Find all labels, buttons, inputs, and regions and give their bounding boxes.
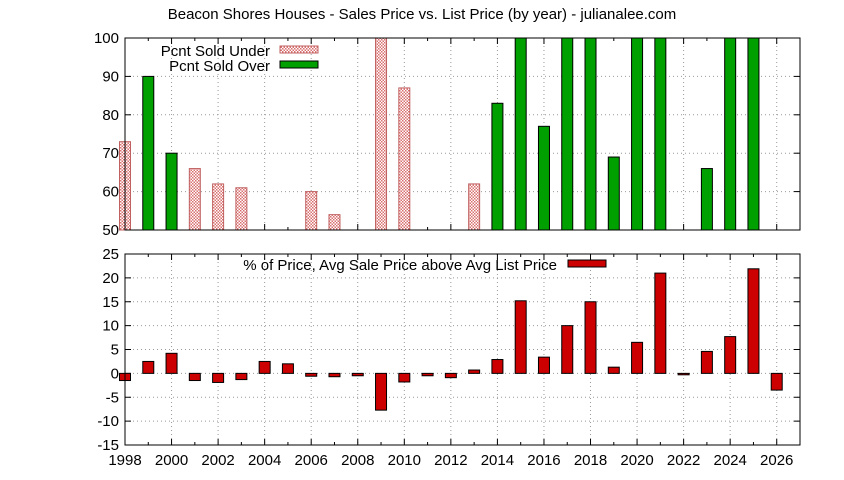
y-tick-label: 10 bbox=[102, 318, 119, 335]
sold-under-bar bbox=[398, 87, 411, 231]
avg-sale-above-list-bar bbox=[468, 369, 481, 374]
y-tick-label: -15 bbox=[97, 437, 119, 454]
sold-over-bar bbox=[631, 37, 644, 231]
sold-over-bar bbox=[654, 37, 667, 231]
avg-sale-above-list-bar bbox=[142, 360, 155, 374]
sold-under-bar bbox=[188, 168, 201, 231]
sold-under-bar bbox=[375, 37, 388, 231]
avg-sale-above-list-bar bbox=[421, 372, 434, 377]
x-tick-label: 2022 bbox=[667, 452, 700, 469]
sold-over-bar bbox=[491, 102, 504, 231]
x-tick-label: 2026 bbox=[760, 452, 793, 469]
legend-label: Pcnt Sold Under bbox=[161, 43, 270, 60]
y-tick-label: 0 bbox=[111, 365, 119, 382]
legend-swatch bbox=[567, 259, 607, 268]
x-tick-label: 2014 bbox=[481, 452, 514, 469]
avg-sale-above-list-bar bbox=[514, 300, 527, 374]
sold-over-bar bbox=[584, 37, 597, 231]
y-tick-label: 50 bbox=[102, 222, 119, 239]
y-tick-label: 80 bbox=[102, 107, 119, 124]
x-tick-label: 2024 bbox=[713, 452, 746, 469]
sold-over-bar bbox=[724, 37, 737, 231]
sold-over-bar bbox=[142, 75, 155, 231]
sold-over-bar bbox=[537, 125, 550, 231]
avg-sale-above-list-bar bbox=[258, 360, 271, 374]
legend-label: % of Price, Avg Sale Price above Avg Lis… bbox=[243, 257, 557, 274]
avg-sale-above-list-bar bbox=[654, 272, 667, 374]
avg-sale-above-list-bar bbox=[305, 372, 318, 377]
sold-over-bar bbox=[747, 37, 760, 231]
sold-over-bar bbox=[514, 37, 527, 231]
avg-sale-above-list-bar bbox=[607, 366, 620, 374]
y-tick-label: -5 bbox=[106, 389, 119, 406]
x-tick-label: 2016 bbox=[527, 452, 560, 469]
x-tick-label: 1998 bbox=[108, 452, 141, 469]
plot-frame bbox=[124, 37, 801, 231]
avg-sale-above-list-bar bbox=[188, 372, 201, 382]
avg-sale-above-list-bar bbox=[631, 341, 644, 374]
y-tick-label: 90 bbox=[102, 68, 119, 85]
sold-over-bar bbox=[700, 168, 713, 231]
avg-sale-above-list-bar bbox=[375, 372, 388, 411]
x-tick-label: 2008 bbox=[341, 452, 374, 469]
sold-under-bar bbox=[235, 187, 248, 231]
legend-label: Pcnt Sold Over bbox=[169, 58, 270, 75]
sold-over-bar bbox=[165, 152, 178, 231]
x-tick-label: 2004 bbox=[248, 452, 281, 469]
x-tick-label: 2006 bbox=[295, 452, 328, 469]
sold-under-bar bbox=[468, 183, 481, 231]
x-tick-label: 2002 bbox=[201, 452, 234, 469]
avg-sale-above-list-bar bbox=[770, 372, 783, 391]
sold-under-bar bbox=[212, 183, 225, 231]
x-tick-label: 2018 bbox=[574, 452, 607, 469]
avg-sale-above-list-bar bbox=[584, 301, 597, 374]
y-tick-label: 70 bbox=[102, 145, 119, 162]
y-tick-label: 20 bbox=[102, 270, 119, 287]
legend-swatch bbox=[279, 60, 319, 69]
y-tick-label: 5 bbox=[111, 342, 119, 359]
y-tick-label: 60 bbox=[102, 184, 119, 201]
avg-sale-above-list-bar bbox=[351, 372, 364, 377]
avg-sale-above-list-bar bbox=[235, 372, 248, 381]
x-tick-label: 2000 bbox=[155, 452, 188, 469]
avg-sale-above-list-bar bbox=[700, 350, 713, 374]
avg-sale-above-list-bar bbox=[328, 372, 341, 378]
y-tick-label: 15 bbox=[102, 294, 119, 311]
sold-under-bar bbox=[305, 191, 318, 231]
avg-sale-above-list-bar bbox=[561, 325, 574, 374]
sold-over-bar bbox=[561, 37, 574, 231]
legend-swatch bbox=[279, 45, 319, 54]
avg-sale-above-list-bar bbox=[537, 356, 550, 374]
sold-over-bar bbox=[607, 156, 620, 231]
x-tick-label: 2012 bbox=[434, 452, 467, 469]
x-tick-label: 2010 bbox=[388, 452, 421, 469]
bottom-panel: -15 -10 -5 0 5 10 15 20 25 % of Price, Avg Sale P… bbox=[97, 246, 801, 469]
avg-sale-above-list-bar bbox=[165, 352, 178, 374]
avg-sale-above-list-bar bbox=[212, 372, 225, 383]
x-tick-label: 2020 bbox=[620, 452, 653, 469]
avg-sale-above-list-bar bbox=[398, 372, 411, 383]
avg-sale-above-list-bar bbox=[677, 372, 690, 376]
avg-sale-above-list-bar bbox=[444, 372, 457, 379]
y-tick-label: 100 bbox=[94, 30, 119, 47]
avg-sale-above-list-bar bbox=[491, 359, 504, 374]
avg-sale-above-list-bar bbox=[747, 268, 760, 374]
avg-sale-above-list-bar bbox=[724, 336, 737, 374]
y-tick-label: -10 bbox=[97, 413, 119, 430]
chart-title: Beacon Shores Houses - Sales Price vs. L… bbox=[168, 6, 677, 23]
sold-under-bar bbox=[328, 214, 341, 231]
plot-frame bbox=[124, 253, 801, 446]
y-tick-label: 25 bbox=[102, 246, 119, 263]
avg-sale-above-list-bar bbox=[281, 363, 294, 374]
